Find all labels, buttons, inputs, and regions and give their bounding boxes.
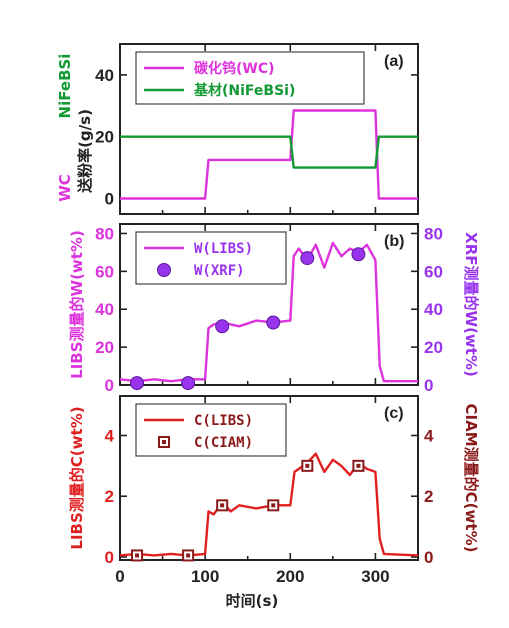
legend: W(LIBS) W(XRF) <box>135 231 287 285</box>
legend-swatch-center <box>162 440 166 444</box>
x-axis: 时间(s) <box>226 592 279 610</box>
panel-b: 0 0 20 20 40 40 60 60 80 80 W(LIBS) W(XRF) (b) LIBS测量… <box>68 223 480 395</box>
data-point-center <box>135 553 140 558</box>
panel-label: (b) <box>384 233 404 250</box>
y-tick-label: 0 <box>105 376 114 395</box>
y-tick-label: 2 <box>105 487 114 506</box>
x-axis-title: 时间(s) <box>226 592 279 610</box>
panel-a: 0 20 40 碳化钨(WC) 基材(NiFeBSi) (a) WC 送粉率(g/s)NiFe… <box>56 43 419 215</box>
data-point-center <box>271 503 276 508</box>
y-tick-label: 40 <box>95 66 114 85</box>
y-tick-label-right: 0 <box>424 548 433 567</box>
panel-label: (a) <box>384 53 404 70</box>
x-tick-label: 200 <box>276 567 304 586</box>
data-point <box>351 247 366 262</box>
y-tick-label: 4 <box>105 426 115 445</box>
data-point-center <box>186 553 191 558</box>
plot-frame <box>119 43 419 215</box>
y-axis-title-left: LIBS测量的W(wt%) <box>68 230 86 379</box>
y-axis-title: 送粉率(g/s) <box>76 109 94 194</box>
y-axis-title-nifebsi: NiFeBSi <box>56 54 74 119</box>
y-tick-label: 20 <box>95 338 114 357</box>
y-tick-label-right: 80 <box>424 224 443 243</box>
legend-box <box>135 51 365 105</box>
y-tick-label: 0 <box>105 190 114 209</box>
legend-label: 基材(NiFeBSi) <box>194 82 295 99</box>
y-tick-label-right: 20 <box>424 338 443 357</box>
legend-label: C(CIAM) <box>194 435 253 451</box>
data-point-center <box>305 463 310 468</box>
legend-swatch <box>157 263 171 277</box>
y-tick-label: 20 <box>95 128 114 147</box>
data-point <box>215 319 230 334</box>
y-axis-title-right: XRF测量的W(wt%) <box>462 232 480 377</box>
data-point <box>130 376 145 391</box>
x-tick-label: 300 <box>361 567 389 586</box>
data-point <box>266 315 281 330</box>
legend-label: W(XRF) <box>194 263 245 279</box>
y-tick-label-right: 0 <box>424 376 433 395</box>
y-tick-label-right: 2 <box>424 487 433 506</box>
y-tick-label: 0 <box>105 548 114 567</box>
y-tick-label-right: 4 <box>424 426 434 445</box>
y-tick-label: 40 <box>95 300 114 319</box>
legend-label: 碳化钨(WC) <box>194 60 275 77</box>
panel-label: (c) <box>384 405 404 422</box>
data-point <box>300 251 315 266</box>
y-tick-label: 60 <box>95 262 114 281</box>
data-point-center <box>220 503 225 508</box>
y-axis-title-right: CIAM测量的C(wt%) <box>462 404 480 553</box>
plot-frame <box>119 395 419 561</box>
legend: C(LIBS) C(CIAM) <box>135 403 287 457</box>
data-point <box>181 376 196 391</box>
y-tick-label: 80 <box>95 224 114 243</box>
series-line-1 <box>120 109 418 200</box>
legend-label: W(LIBS) <box>194 241 253 257</box>
x-tick-label: 100 <box>191 567 219 586</box>
series-line-2 <box>120 135 418 169</box>
y-axis-title-wc: WC <box>56 174 74 202</box>
legend: 碳化钨(WC) 基材(NiFeBSi) <box>135 51 365 105</box>
y-tick-label-right: 40 <box>424 300 443 319</box>
y-axis-title-left: LIBS测量的C(wt%) <box>68 406 86 549</box>
plot-frame <box>119 223 419 386</box>
x-tick-label: 0 <box>115 567 124 586</box>
legend-label: C(LIBS) <box>194 413 253 429</box>
y-tick-label-right: 60 <box>424 262 443 281</box>
data-point-center <box>356 463 361 468</box>
